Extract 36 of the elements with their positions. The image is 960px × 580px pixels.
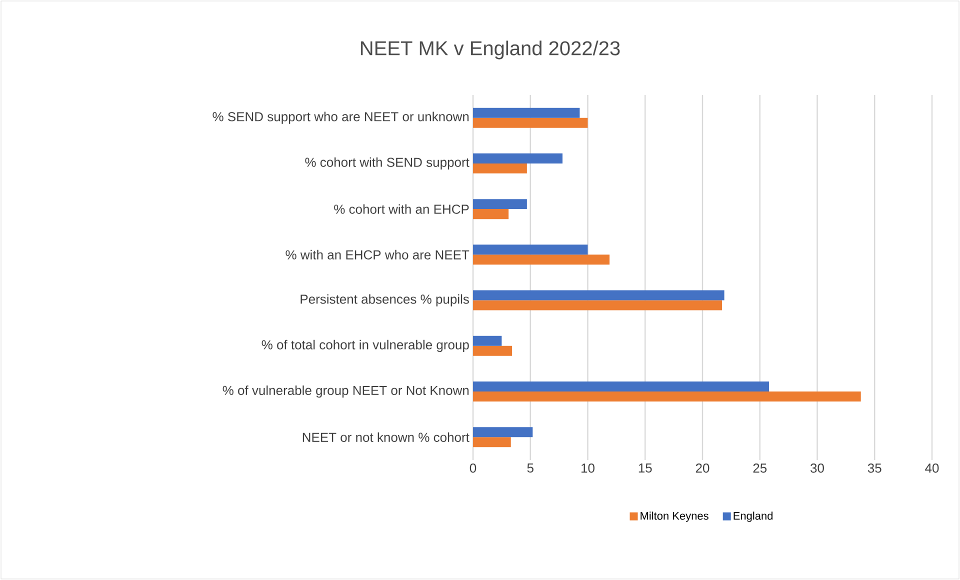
x-tick-label: 10	[582, 464, 594, 473]
y-tick-label: NEET or not known % cohort	[302, 432, 470, 442]
bar	[473, 290, 724, 300]
x-tick-label: 5	[527, 464, 534, 473]
bar	[473, 118, 588, 128]
bar	[473, 209, 509, 220]
y-tick-label: % cohort with SEND support	[305, 157, 470, 170]
bar	[473, 300, 722, 310]
x-tick-label: 0	[470, 464, 476, 473]
y-tick-label: % SEND support who are NEET or unknown	[212, 112, 469, 124]
x-tick-label: 30	[810, 464, 824, 473]
x-tick-label: 40	[925, 464, 939, 473]
bar	[473, 163, 527, 174]
bar	[473, 153, 563, 164]
y-tick-label: % of vulnerable group NEET or Not Known	[222, 385, 469, 398]
bar	[473, 437, 511, 448]
x-tick-label: 35	[868, 464, 882, 473]
bar	[473, 346, 512, 356]
y-tick-label: % with an EHCP who are NEET	[286, 250, 470, 260]
x-tick-label: 20	[696, 464, 710, 473]
x-tick-label: 15	[638, 464, 652, 473]
bar	[473, 108, 580, 118]
x-tick-label: 25	[753, 464, 767, 473]
y-tick-label: Persistent absences % pupils	[300, 294, 469, 306]
bar	[473, 392, 861, 402]
bar	[473, 254, 610, 265]
legend-label: England	[734, 512, 773, 522]
chart-title: NEET MK v England 2022/23	[361, 40, 620, 60]
bar	[473, 244, 588, 255]
legend-label: Milton Keynes	[640, 512, 708, 522]
y-tick-label: % of total cohort in vulnerable group	[262, 340, 469, 352]
y-tick-label: % cohort with an EHCP	[334, 204, 469, 214]
bar	[473, 427, 533, 438]
bar	[473, 199, 527, 210]
bar	[473, 336, 502, 346]
bar	[473, 382, 770, 392]
